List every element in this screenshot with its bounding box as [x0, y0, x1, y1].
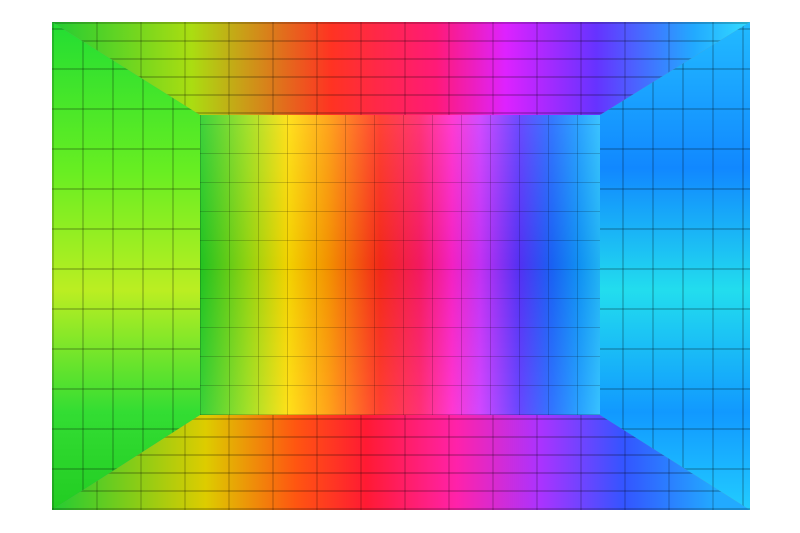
left-wall-cubes — [52, 22, 200, 510]
rainbow-cubes-image — [52, 22, 750, 510]
right-wall-cubes — [600, 22, 750, 510]
back-wall-cubes — [200, 115, 600, 415]
